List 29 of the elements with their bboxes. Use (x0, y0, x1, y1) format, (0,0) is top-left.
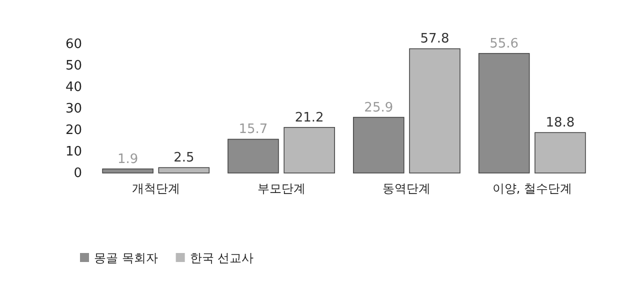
bar (409, 48, 460, 174)
bar (534, 132, 586, 174)
bar (478, 53, 530, 174)
data-label: 18.8 (546, 116, 575, 131)
y-tick-label: 20 (65, 123, 82, 138)
legend-label: 몽골 목회자 (94, 251, 158, 265)
legend-label: 한국 선교사 (190, 251, 254, 265)
bar (228, 138, 279, 174)
y-tick-label: 40 (65, 80, 82, 96)
data-label: 21.2 (294, 110, 324, 126)
bar (284, 127, 335, 174)
bar (353, 116, 404, 174)
x-tick-label: 이양, 철수단계 (492, 182, 572, 196)
y-tick-label: 60 (65, 37, 82, 52)
y-tick-label: 30 (65, 102, 82, 117)
y-tick-label: 10 (65, 144, 82, 160)
x-tick-label: 동역단계 (382, 182, 431, 196)
data-label: 55.6 (490, 36, 519, 52)
data-label: 25.9 (364, 100, 394, 116)
data-label: 2.5 (174, 150, 194, 166)
y-tick-label: 50 (65, 58, 82, 74)
bar (102, 168, 154, 174)
x-tick-label: 개척단계 (132, 182, 180, 196)
data-label: 15.7 (238, 122, 268, 138)
data-label: 1.9 (117, 152, 138, 167)
data-label: 57.8 (420, 32, 450, 47)
x-tick-label: 부모단계 (257, 182, 306, 196)
y-tick-label: 0 (74, 166, 82, 182)
bar (158, 167, 210, 174)
